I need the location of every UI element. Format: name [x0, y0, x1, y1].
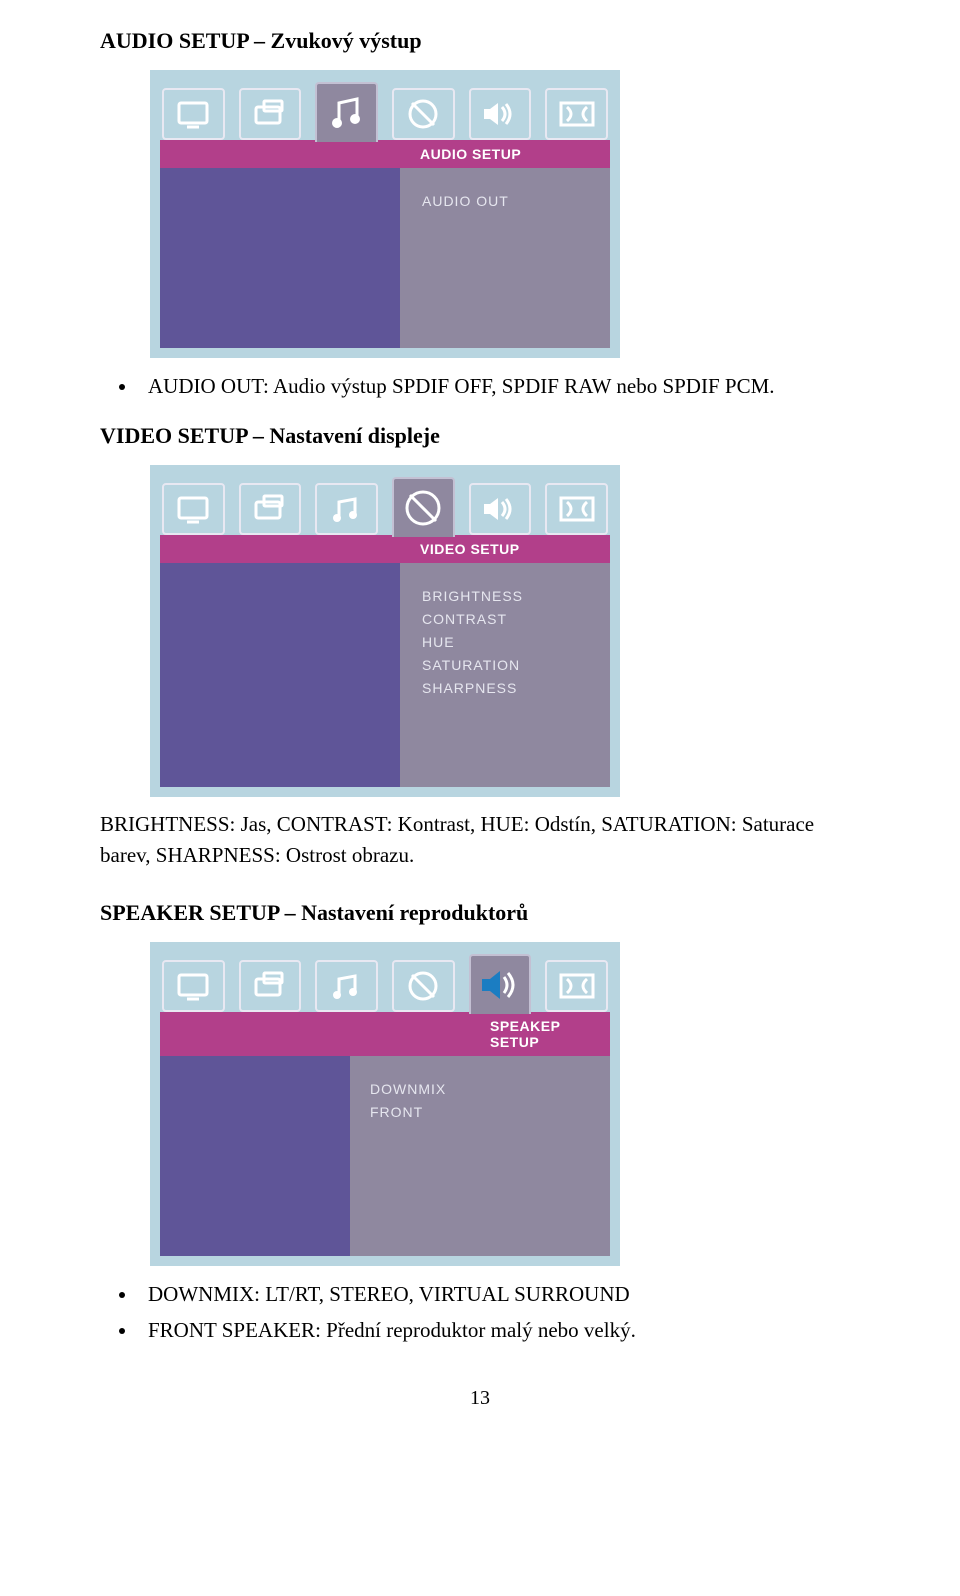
menu-item[interactable]: SHARPNESS	[422, 677, 600, 700]
dolby-icon	[559, 496, 595, 522]
osd-menu-items: AUDIO OUT	[422, 178, 600, 213]
heading-strong: VIDEO SETUP	[100, 423, 247, 448]
tab-dolby[interactable]	[545, 88, 608, 140]
heading-rest: – Nastavení reproduktorů	[279, 900, 528, 925]
osd-tab-row	[160, 80, 610, 140]
dolby-icon	[559, 973, 595, 999]
paragraph: BRIGHTNESS: Jas, CONTRAST: Kontrast, HUE…	[100, 809, 860, 872]
tv-icon	[175, 99, 211, 129]
section-heading: VIDEO SETUP – Nastavení displeje	[100, 423, 860, 449]
screen-icon	[252, 971, 288, 1001]
osd-menu-items: BRIGHTNESS CONTRAST HUE SATURATION SHARP…	[422, 573, 600, 700]
osd-title-bar: SPEAKEP SETUP	[160, 1012, 610, 1056]
disc-icon	[403, 488, 443, 528]
osd-sidebar	[160, 563, 400, 787]
music-icon	[329, 971, 365, 1001]
tab-speaker[interactable]	[469, 483, 532, 535]
tab-speaker[interactable]	[469, 88, 532, 140]
osd-sidebar	[160, 1056, 350, 1256]
music-icon	[327, 93, 367, 133]
heading-strong: AUDIO SETUP	[100, 28, 249, 53]
tab-tv[interactable]	[162, 88, 225, 140]
speaker-icon	[480, 494, 520, 524]
menu-item[interactable]: SATURATION	[422, 654, 600, 677]
osd-tab-row	[160, 475, 610, 535]
disc-icon	[406, 969, 440, 1003]
tab-dolby[interactable]	[545, 960, 608, 1012]
menu-item[interactable]: FRONT	[370, 1101, 600, 1124]
bullet-list: AUDIO OUT: Audio výstup SPDIF OFF, SPDIF…	[100, 370, 860, 403]
section-heading: AUDIO SETUP – Zvukový výstup	[100, 28, 860, 54]
screen-icon	[252, 99, 288, 129]
heading-strong: SPEAKER SETUP	[100, 900, 279, 925]
tab-music[interactable]	[315, 960, 378, 1012]
tab-music[interactable]	[315, 82, 378, 142]
bullet-item: DOWNMIX: LT/RT, STEREO, VIRTUAL SURROUND	[138, 1278, 860, 1311]
tab-music[interactable]	[315, 483, 378, 535]
osd-title: SPEAKEP SETUP	[490, 1018, 560, 1050]
osd-title-bar: AUDIO SETUP	[160, 140, 610, 168]
osd-menu-body: AUDIO OUT	[160, 168, 610, 348]
menu-item[interactable]: BRIGHTNESS	[422, 585, 600, 608]
osd-title: VIDEO SETUP	[420, 541, 520, 557]
osd-menu-body: DOWNMIX FRONT	[160, 1056, 610, 1256]
osd-title: AUDIO SETUP	[420, 146, 521, 162]
speaker-icon	[480, 99, 520, 129]
bullet-item: AUDIO OUT: Audio výstup SPDIF OFF, SPDIF…	[138, 370, 860, 403]
bullet-item: FRONT SPEAKER: Přední reproduktor malý n…	[138, 1314, 860, 1347]
disc-icon	[406, 97, 440, 131]
menu-item[interactable]: CONTRAST	[422, 608, 600, 631]
osd-speaker-setup: SPEAKEP SETUP DOWNMIX FRONT	[150, 942, 620, 1266]
bullet-list: DOWNMIX: LT/RT, STEREO, VIRTUAL SURROUND…	[100, 1278, 860, 1347]
tab-tv[interactable]	[162, 483, 225, 535]
tab-disc[interactable]	[392, 88, 455, 140]
section-heading: SPEAKER SETUP – Nastavení reproduktorů	[100, 900, 860, 926]
tab-screen[interactable]	[239, 88, 302, 140]
tv-icon	[175, 971, 211, 1001]
screen-icon	[252, 494, 288, 524]
tab-speaker[interactable]	[469, 954, 532, 1014]
tab-tv[interactable]	[162, 960, 225, 1012]
osd-audio-setup: AUDIO SETUP AUDIO OUT	[150, 70, 620, 358]
tab-disc[interactable]	[392, 477, 455, 537]
menu-item[interactable]: DOWNMIX	[370, 1078, 600, 1101]
speaker-icon	[478, 965, 522, 1005]
dolby-icon	[559, 101, 595, 127]
menu-item[interactable]: AUDIO OUT	[422, 190, 600, 213]
osd-tab-row	[160, 952, 610, 1012]
page-number: 13	[100, 1387, 860, 1410]
osd-title-bar: VIDEO SETUP	[160, 535, 610, 563]
heading-rest: – Zvukový výstup	[249, 28, 422, 53]
music-icon	[329, 494, 365, 524]
osd-menu-body: BRIGHTNESS CONTRAST HUE SATURATION SHARP…	[160, 563, 610, 787]
osd-sidebar	[160, 168, 400, 348]
heading-rest: – Nastavení displeje	[247, 423, 440, 448]
osd-video-setup: VIDEO SETUP BRIGHTNESS CONTRAST HUE SATU…	[150, 465, 620, 797]
menu-item[interactable]: HUE	[422, 631, 600, 654]
osd-menu-items: DOWNMIX FRONT	[370, 1066, 600, 1124]
tab-screen[interactable]	[239, 483, 302, 535]
tv-icon	[175, 494, 211, 524]
tab-disc[interactable]	[392, 960, 455, 1012]
tab-dolby[interactable]	[545, 483, 608, 535]
tab-screen[interactable]	[239, 960, 302, 1012]
